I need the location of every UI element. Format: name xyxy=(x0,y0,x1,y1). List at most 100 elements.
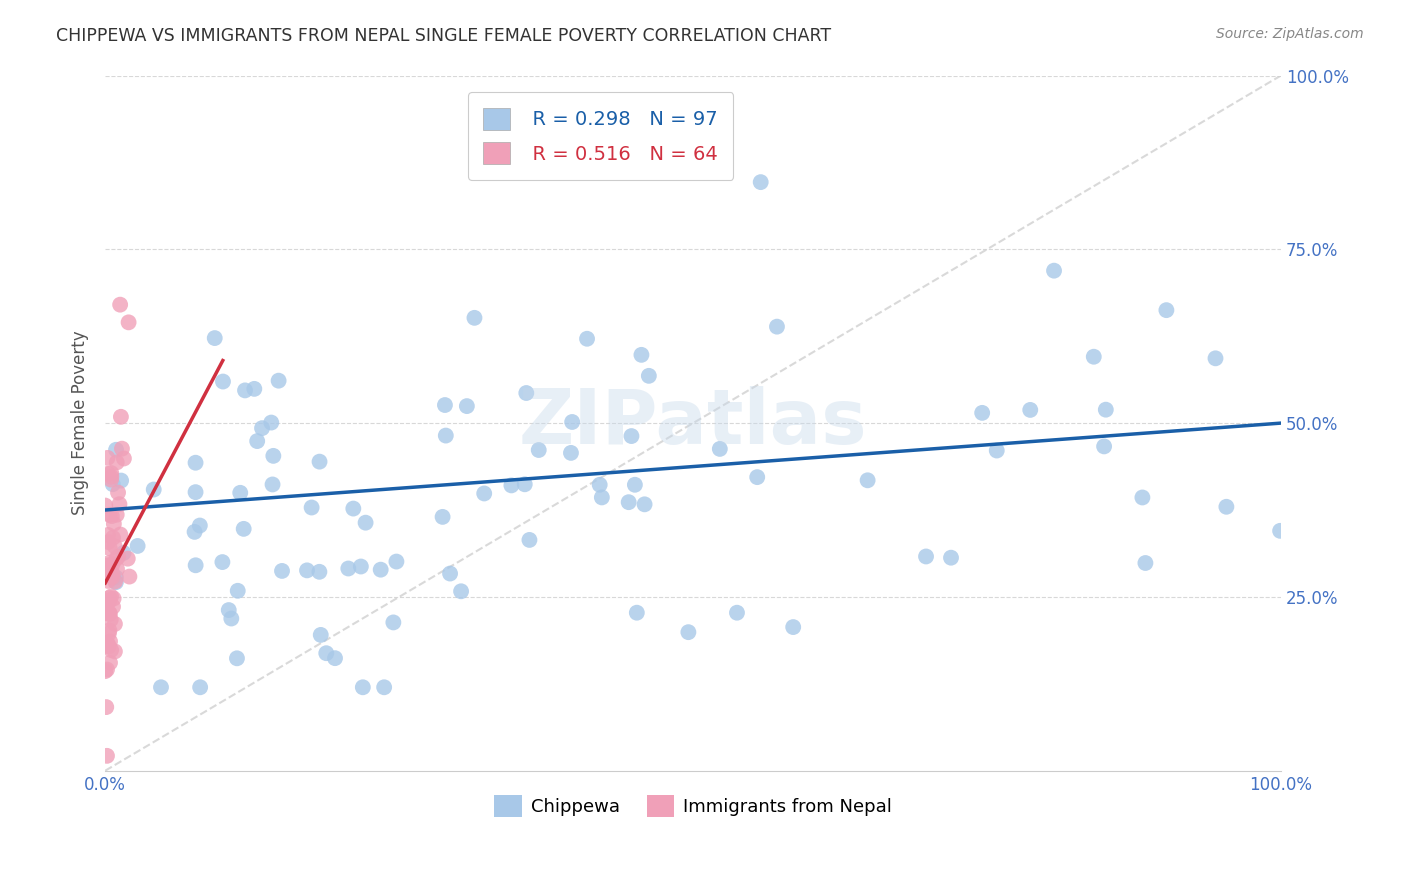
Point xyxy=(576,332,599,346)
Point xyxy=(97,558,120,573)
Point xyxy=(104,575,127,590)
Legend: Chippewa, Immigrants from Nepal: Chippewa, Immigrants from Nepal xyxy=(488,788,898,824)
Point xyxy=(105,455,128,469)
Point xyxy=(856,473,879,487)
Point xyxy=(1215,500,1237,514)
Point xyxy=(98,624,121,638)
Point xyxy=(188,680,211,694)
Point xyxy=(450,584,472,599)
Point xyxy=(94,499,117,513)
Point xyxy=(100,643,122,657)
Point xyxy=(118,569,141,583)
Point xyxy=(110,409,132,424)
Point xyxy=(97,535,120,549)
Point xyxy=(271,564,294,578)
Point xyxy=(352,680,374,694)
Point xyxy=(315,646,337,660)
Point xyxy=(1135,556,1157,570)
Point xyxy=(226,651,249,665)
Point xyxy=(747,470,769,484)
Point xyxy=(626,606,648,620)
Point xyxy=(915,549,938,564)
Point xyxy=(97,640,120,654)
Point xyxy=(127,539,149,553)
Point xyxy=(97,574,120,588)
Point xyxy=(782,620,804,634)
Point xyxy=(100,473,122,487)
Point xyxy=(382,615,405,630)
Point xyxy=(433,398,456,412)
Point xyxy=(101,566,124,581)
Point xyxy=(100,613,122,627)
Point xyxy=(100,590,122,604)
Point xyxy=(104,539,127,553)
Point xyxy=(766,319,789,334)
Point xyxy=(308,565,330,579)
Point xyxy=(101,477,124,491)
Point xyxy=(107,485,129,500)
Point xyxy=(1132,491,1154,505)
Point xyxy=(98,556,121,570)
Point xyxy=(434,428,457,442)
Point xyxy=(501,478,523,492)
Point xyxy=(96,568,118,582)
Point xyxy=(211,555,233,569)
Point xyxy=(337,561,360,575)
Point xyxy=(108,298,131,312)
Point xyxy=(221,611,243,625)
Point xyxy=(96,562,118,576)
Point xyxy=(267,374,290,388)
Point xyxy=(617,495,640,509)
Point xyxy=(633,497,655,511)
Point xyxy=(142,483,165,497)
Point xyxy=(94,606,117,620)
Point xyxy=(184,558,207,573)
Text: CHIPPEWA VS IMMIGRANTS FROM NEPAL SINGLE FEMALE POVERTY CORRELATION CHART: CHIPPEWA VS IMMIGRANTS FROM NEPAL SINGLE… xyxy=(56,27,831,45)
Point xyxy=(986,443,1008,458)
Point xyxy=(527,443,550,458)
Point xyxy=(188,518,211,533)
Point xyxy=(98,508,121,522)
Point xyxy=(103,516,125,531)
Point xyxy=(108,497,131,511)
Point xyxy=(97,639,120,653)
Point xyxy=(107,549,129,564)
Point xyxy=(350,559,373,574)
Point xyxy=(939,550,962,565)
Point xyxy=(105,508,128,522)
Point xyxy=(972,406,994,420)
Point xyxy=(246,434,269,448)
Point xyxy=(183,524,205,539)
Point xyxy=(212,375,235,389)
Point xyxy=(96,594,118,608)
Point xyxy=(370,563,392,577)
Point xyxy=(103,591,125,606)
Point xyxy=(110,527,132,541)
Point xyxy=(749,175,772,189)
Point xyxy=(323,651,346,665)
Point xyxy=(678,625,700,640)
Point xyxy=(226,583,249,598)
Point xyxy=(373,680,395,694)
Point xyxy=(98,541,121,556)
Point xyxy=(1092,439,1115,453)
Point xyxy=(105,562,128,576)
Point xyxy=(100,469,122,483)
Point xyxy=(101,558,124,572)
Point xyxy=(1043,263,1066,277)
Point xyxy=(101,599,124,614)
Point xyxy=(111,442,134,456)
Point xyxy=(96,663,118,677)
Point xyxy=(308,455,330,469)
Point xyxy=(1083,350,1105,364)
Y-axis label: Single Female Poverty: Single Female Poverty xyxy=(72,331,89,516)
Point xyxy=(150,680,173,694)
Point xyxy=(589,477,612,491)
Text: Source: ZipAtlas.com: Source: ZipAtlas.com xyxy=(1216,27,1364,41)
Point xyxy=(101,570,124,584)
Point xyxy=(591,491,613,505)
Point xyxy=(98,591,121,605)
Point xyxy=(561,415,583,429)
Point xyxy=(98,634,121,648)
Point xyxy=(100,466,122,480)
